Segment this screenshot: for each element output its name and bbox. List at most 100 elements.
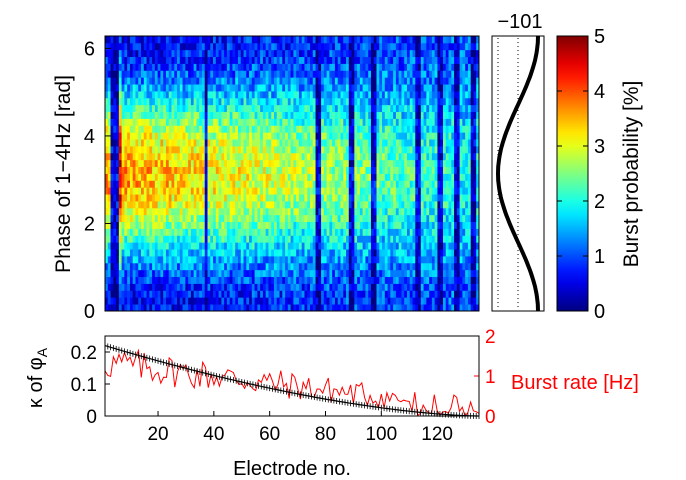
heatmap-cell bbox=[129, 70, 134, 78]
heatmap-cell bbox=[418, 276, 422, 284]
heatmap-cell bbox=[135, 187, 139, 195]
heatmap-cell bbox=[423, 201, 427, 209]
heatmap-cell bbox=[404, 214, 408, 223]
heatmap-cell bbox=[177, 262, 181, 271]
heatmap-cell bbox=[390, 84, 394, 92]
heatmap-cell bbox=[135, 290, 139, 298]
heatmap-cell bbox=[110, 91, 114, 99]
heatmap-cell bbox=[437, 297, 441, 305]
heatmap-cell bbox=[279, 139, 283, 147]
heatmap-cell bbox=[185, 276, 189, 284]
heatmap-cell bbox=[163, 91, 167, 99]
heatmap-cell bbox=[265, 207, 269, 216]
heatmap-cell bbox=[124, 70, 128, 78]
heatmap-cell bbox=[218, 187, 222, 195]
heatmap-cell bbox=[323, 194, 328, 202]
heatmap-cell bbox=[332, 256, 336, 264]
heatmap-cell bbox=[354, 97, 358, 106]
heatmap-cell bbox=[246, 262, 250, 271]
heatmap-cell bbox=[301, 262, 305, 271]
heatmap-cell bbox=[218, 77, 222, 85]
heatmap-cell bbox=[121, 242, 125, 250]
heatmap-cell bbox=[271, 36, 275, 44]
heatmap-cell bbox=[143, 249, 147, 257]
heatmap-cell bbox=[406, 84, 411, 92]
heatmap-cell bbox=[138, 84, 142, 92]
heatmap-cell bbox=[257, 242, 261, 250]
heatmap-cell bbox=[152, 111, 156, 119]
heatmap-cell bbox=[226, 256, 231, 264]
heatmap-cell bbox=[357, 207, 361, 216]
heatmap-cell bbox=[376, 139, 380, 147]
heatmap-cell bbox=[431, 221, 436, 229]
heatmap-cell bbox=[268, 49, 272, 58]
heatmap-cell bbox=[279, 159, 283, 168]
heatmap-cell bbox=[401, 283, 405, 291]
heatmap-cell bbox=[293, 97, 297, 106]
heatmap-cell bbox=[387, 36, 391, 44]
heatmap-cell bbox=[196, 159, 200, 168]
heatmap-cell bbox=[390, 297, 394, 305]
heatmap-cell bbox=[290, 297, 294, 305]
heatmap-cell bbox=[249, 36, 253, 44]
heatmap-cell bbox=[348, 125, 352, 133]
heatmap-cell bbox=[257, 214, 261, 223]
heatmap-cell bbox=[323, 125, 328, 133]
heatmap-cell bbox=[354, 262, 358, 271]
heatmap-cell bbox=[279, 207, 283, 216]
heatmap-cell bbox=[121, 36, 125, 44]
heatmap-cell bbox=[146, 214, 150, 223]
heatmap-cell bbox=[118, 152, 123, 161]
heatmap-cell bbox=[105, 97, 109, 106]
heatmap-cell bbox=[174, 36, 178, 44]
heatmap-cell bbox=[437, 201, 441, 209]
heatmap-cell bbox=[298, 42, 303, 51]
heatmap-cell bbox=[368, 221, 372, 229]
heatmap-cell bbox=[240, 242, 244, 250]
heatmap-cell bbox=[257, 70, 261, 78]
heatmap-cell bbox=[440, 166, 444, 174]
heatmap-cell bbox=[304, 111, 308, 119]
heatmap-cell bbox=[329, 276, 333, 284]
heatmap-cell bbox=[337, 125, 341, 133]
heatmap-cell bbox=[401, 111, 405, 119]
heatmap-cell bbox=[240, 63, 244, 71]
heatmap-cell bbox=[171, 187, 175, 195]
heatmap-cell bbox=[215, 63, 219, 71]
heatmap-cell bbox=[340, 139, 344, 147]
heatmap-cell bbox=[265, 173, 269, 181]
heatmap-cell bbox=[188, 304, 192, 312]
heatmap-cell bbox=[401, 228, 405, 236]
heatmap-cell bbox=[285, 276, 289, 284]
heatmap-cell bbox=[221, 180, 225, 188]
heatmap-cell bbox=[251, 152, 255, 161]
heatmap-cell bbox=[354, 269, 358, 278]
heatmap-cell bbox=[154, 63, 159, 71]
heatmap-cell bbox=[221, 125, 225, 133]
heatmap-cell bbox=[246, 290, 250, 298]
heatmap-cell bbox=[418, 207, 422, 216]
heatmap-cell bbox=[146, 235, 150, 243]
heatmap-cell bbox=[152, 91, 156, 99]
heatmap-cell bbox=[163, 214, 167, 223]
heatmap-cell bbox=[359, 228, 364, 236]
heatmap-cell bbox=[362, 262, 366, 271]
heatmap-cell bbox=[337, 36, 341, 44]
heatmap-cell bbox=[409, 77, 413, 85]
heatmap-cell bbox=[279, 97, 283, 106]
heatmap-cell bbox=[171, 146, 175, 154]
heatmap-cell bbox=[246, 228, 250, 236]
heatmap-cell bbox=[107, 283, 111, 291]
heatmap-cell bbox=[321, 256, 325, 264]
heatmap-cell bbox=[190, 63, 195, 71]
heatmap-cell bbox=[440, 146, 444, 154]
heatmap-cell bbox=[149, 104, 153, 113]
heatmap-cell bbox=[370, 70, 375, 78]
heatmap-cell bbox=[296, 70, 300, 78]
heatmap-cell bbox=[218, 269, 222, 278]
heatmap-cell bbox=[118, 256, 123, 264]
heatmap-cell bbox=[370, 111, 375, 119]
heatmap-cell bbox=[213, 125, 217, 133]
heatmap-cell bbox=[273, 256, 278, 264]
heatmap-cell bbox=[321, 132, 325, 140]
